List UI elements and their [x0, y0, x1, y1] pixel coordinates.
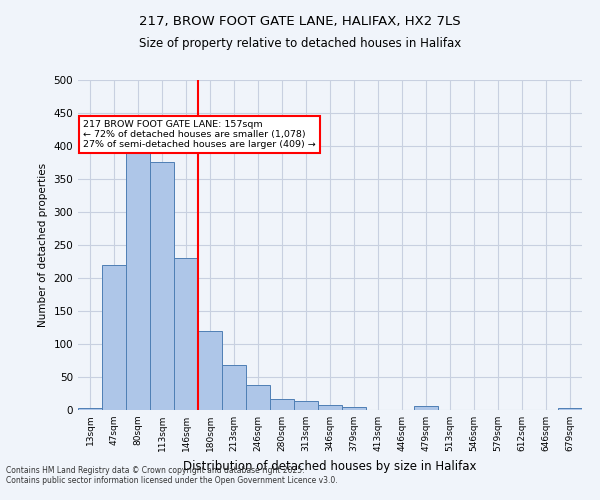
Bar [342, 406, 366, 410]
Text: 217, BROW FOOT GATE LANE, HALIFAX, HX2 7LS: 217, BROW FOOT GATE LANE, HALIFAX, HX2 7… [139, 15, 461, 28]
Bar [318, 406, 342, 410]
Bar [102, 265, 126, 410]
Bar [222, 365, 246, 410]
X-axis label: Distribution of detached houses by size in Halifax: Distribution of detached houses by size … [183, 460, 477, 472]
Bar [150, 162, 174, 410]
Bar [414, 406, 438, 410]
Text: Size of property relative to detached houses in Halifax: Size of property relative to detached ho… [139, 38, 461, 51]
Y-axis label: Number of detached properties: Number of detached properties [38, 163, 48, 327]
Text: Contains HM Land Registry data © Crown copyright and database right 2025.
Contai: Contains HM Land Registry data © Crown c… [6, 466, 338, 485]
Bar [294, 402, 318, 410]
Bar [270, 399, 294, 410]
Bar [78, 408, 102, 410]
Bar [198, 331, 222, 410]
Bar [174, 258, 198, 410]
Bar [558, 408, 582, 410]
Bar [126, 144, 150, 410]
Bar [246, 385, 270, 410]
Text: 217 BROW FOOT GATE LANE: 157sqm
← 72% of detached houses are smaller (1,078)
27%: 217 BROW FOOT GATE LANE: 157sqm ← 72% of… [83, 120, 316, 150]
